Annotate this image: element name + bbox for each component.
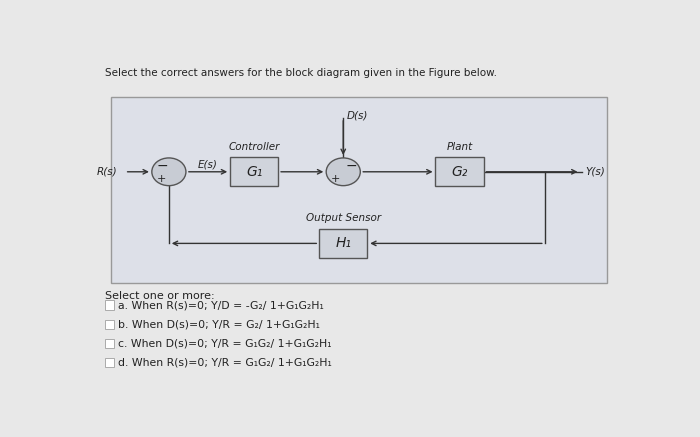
Text: c. When D(s)=0; Y/R = G₁G₂/ 1+G₁G₂H₁: c. When D(s)=0; Y/R = G₁G₂/ 1+G₁G₂H₁	[118, 339, 332, 348]
FancyBboxPatch shape	[104, 319, 114, 329]
Text: +: +	[331, 174, 340, 184]
Text: G₂: G₂	[452, 165, 468, 179]
FancyBboxPatch shape	[104, 339, 114, 348]
FancyBboxPatch shape	[104, 358, 114, 368]
Text: Y(s): Y(s)	[585, 167, 605, 177]
Text: R(s): R(s)	[97, 167, 117, 177]
Text: d. When R(s)=0; Y/R = G₁G₂/ 1+G₁G₂H₁: d. When R(s)=0; Y/R = G₁G₂/ 1+G₁G₂H₁	[118, 358, 332, 368]
Text: Select one or more:: Select one or more:	[104, 291, 214, 301]
Bar	[435, 157, 484, 187]
Text: a. When R(s)=0; Y/D = -G₂/ 1+G₁G₂H₁: a. When R(s)=0; Y/D = -G₂/ 1+G₁G₂H₁	[118, 300, 324, 310]
FancyBboxPatch shape	[104, 300, 114, 310]
Text: b. When D(s)=0; Y/R = G₂/ 1+G₁G₂H₁: b. When D(s)=0; Y/R = G₂/ 1+G₁G₂H₁	[118, 319, 321, 329]
Text: H₁: H₁	[335, 236, 351, 250]
Text: D(s): D(s)	[347, 110, 368, 120]
Text: G₁: G₁	[246, 165, 262, 179]
Text: −: −	[345, 159, 357, 173]
Text: E(s): E(s)	[198, 160, 218, 170]
Ellipse shape	[326, 158, 361, 186]
Text: −: −	[156, 159, 168, 173]
Text: Select the correct answers for the block diagram given in the Figure below.: Select the correct answers for the block…	[104, 68, 496, 78]
Bar	[111, 97, 607, 284]
Text: Output Sensor: Output Sensor	[306, 213, 381, 223]
Bar	[230, 157, 278, 187]
Text: +: +	[158, 174, 167, 184]
Text: Plant: Plant	[447, 142, 473, 152]
Ellipse shape	[152, 158, 186, 186]
Text: Controller: Controller	[228, 142, 280, 152]
Bar	[319, 229, 368, 258]
